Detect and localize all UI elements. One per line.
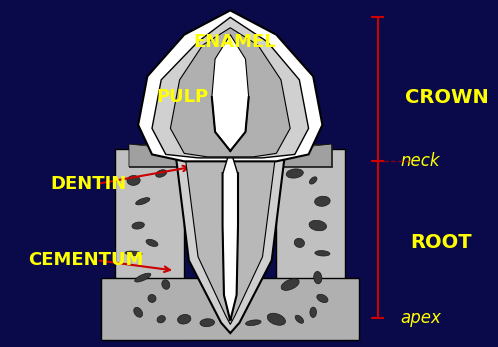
Polygon shape (115, 149, 184, 340)
Ellipse shape (178, 314, 191, 324)
Polygon shape (267, 144, 332, 167)
Ellipse shape (286, 169, 303, 178)
Ellipse shape (315, 251, 330, 256)
Ellipse shape (134, 273, 151, 282)
Ellipse shape (295, 315, 304, 323)
Ellipse shape (162, 280, 170, 289)
Ellipse shape (309, 220, 327, 231)
Text: CEMENTUM: CEMENTUM (27, 251, 143, 269)
Text: DENTIN: DENTIN (51, 175, 127, 193)
Ellipse shape (317, 294, 328, 303)
Text: ENAMEL: ENAMEL (193, 33, 276, 51)
Ellipse shape (134, 307, 142, 317)
Text: neck: neck (401, 152, 440, 170)
Polygon shape (184, 149, 276, 324)
Polygon shape (212, 35, 249, 151)
Polygon shape (170, 28, 290, 157)
Polygon shape (129, 144, 193, 167)
Ellipse shape (148, 295, 156, 302)
Ellipse shape (200, 319, 215, 327)
Polygon shape (223, 149, 238, 319)
Polygon shape (138, 10, 322, 161)
Ellipse shape (246, 320, 261, 325)
Polygon shape (175, 149, 285, 333)
Ellipse shape (157, 315, 165, 323)
Polygon shape (276, 149, 346, 340)
Text: PULP: PULP (156, 88, 209, 106)
Text: CROWN: CROWN (405, 88, 489, 107)
Ellipse shape (127, 176, 140, 185)
Polygon shape (129, 144, 332, 167)
Ellipse shape (314, 271, 322, 284)
Ellipse shape (132, 222, 144, 229)
Ellipse shape (135, 198, 150, 205)
Polygon shape (152, 17, 309, 158)
Ellipse shape (267, 313, 285, 325)
Text: apex: apex (401, 308, 442, 327)
Ellipse shape (156, 170, 167, 177)
Ellipse shape (315, 196, 330, 206)
Ellipse shape (125, 251, 142, 255)
Ellipse shape (281, 279, 299, 290)
Ellipse shape (294, 238, 304, 247)
Polygon shape (101, 278, 359, 340)
Ellipse shape (309, 177, 317, 184)
Ellipse shape (146, 239, 158, 246)
Ellipse shape (310, 307, 316, 318)
Text: ROOT: ROOT (410, 234, 472, 252)
